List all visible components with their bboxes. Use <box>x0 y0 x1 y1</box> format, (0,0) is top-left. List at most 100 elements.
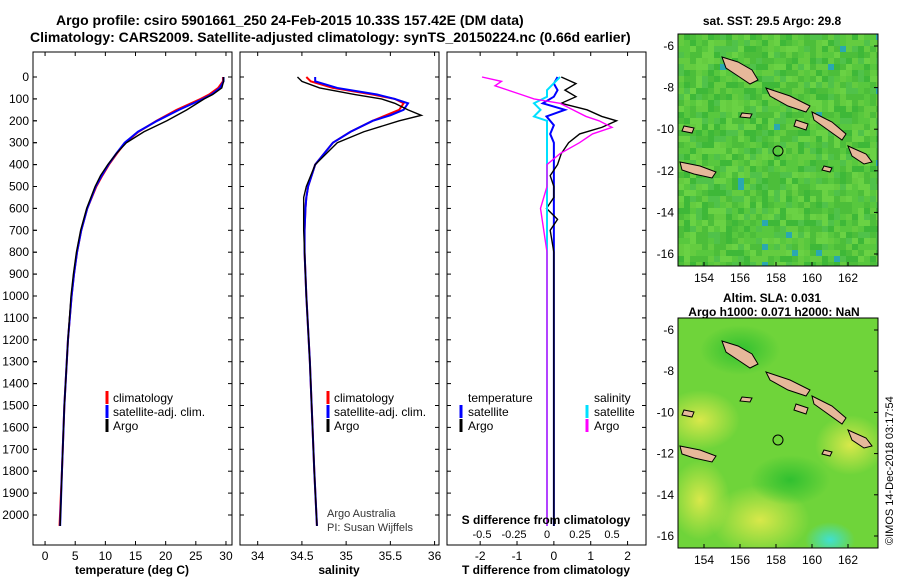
sst-pixel <box>756 88 762 94</box>
sst-pixel <box>870 34 876 40</box>
sst-pixel <box>792 154 798 160</box>
sst-pixel <box>714 214 720 220</box>
argo-position-marker <box>772 145 784 157</box>
sst-pixel <box>678 40 684 46</box>
sst-pixel <box>708 46 714 52</box>
sst-pixel <box>696 208 702 214</box>
sst-pixel <box>762 196 768 202</box>
sst-pixel <box>714 250 720 256</box>
sst-pixel <box>798 148 804 154</box>
sst-pixel <box>858 166 864 172</box>
sst-pixel <box>798 250 804 256</box>
island-shape <box>821 449 833 457</box>
sst-pixel <box>690 238 696 244</box>
sst-pixel <box>798 154 804 160</box>
sst-pixel <box>834 256 840 262</box>
sst-pixel <box>762 142 768 148</box>
sst-pixel <box>732 214 738 220</box>
x-tick-label: 25 <box>189 549 203 563</box>
sst-pixel <box>738 256 744 262</box>
sst-pixel <box>750 208 756 214</box>
sst-pixel <box>780 256 786 262</box>
sst-pixel <box>762 178 768 184</box>
sst-pixel <box>834 136 840 142</box>
sst-pixel <box>840 124 846 130</box>
sst-pixel <box>822 202 828 208</box>
sst-pixel <box>858 172 864 178</box>
sst-pixel <box>852 34 858 40</box>
depth-axis: 0 100 200 300 400 500 600 700 800 900 1000 1100 1200… <box>2 70 37 522</box>
sst-pixel <box>768 238 774 244</box>
sst-pixel <box>744 58 750 64</box>
sst-pixel <box>702 100 708 106</box>
sst-pixel <box>846 106 852 112</box>
legend-satellite: satellite-adj. clim. <box>334 405 426 419</box>
sst-pixel <box>702 184 708 190</box>
sst-pixel <box>714 46 720 52</box>
sst-pixel <box>726 244 732 250</box>
sst-pixel <box>798 226 804 232</box>
sst-pixel <box>792 160 798 166</box>
island-shape <box>679 161 717 179</box>
sst-pixel <box>846 220 852 226</box>
sst-pixel <box>684 130 690 136</box>
sst-pixel <box>786 250 792 256</box>
sst-pixel <box>840 148 846 154</box>
sst-pixel <box>762 130 768 136</box>
sst-pixel <box>804 82 810 88</box>
sst-pixel <box>678 208 684 214</box>
sst-pixel <box>780 52 786 58</box>
sst-pixel <box>744 244 750 250</box>
sst-pixel <box>756 250 762 256</box>
sst-pixel <box>828 256 834 262</box>
sst-pixel <box>822 244 828 250</box>
sst-pixel <box>726 106 732 112</box>
sst-pixel <box>870 262 876 266</box>
sst-pixel <box>864 58 870 64</box>
sst-pixel <box>774 58 780 64</box>
sst-pixel <box>696 250 702 256</box>
sst-pixel <box>726 46 732 52</box>
sst-pixel <box>732 82 738 88</box>
sst-pixel <box>762 58 768 64</box>
sst-pixel <box>876 256 878 262</box>
sst-pixel <box>840 208 846 214</box>
sst-pixel <box>678 136 684 142</box>
sst-pixel <box>822 238 828 244</box>
sst-pixel <box>690 64 696 70</box>
sst-pixel <box>864 148 870 154</box>
sst-pixel <box>804 178 810 184</box>
sst-pixel <box>690 148 696 154</box>
sst-pixel <box>720 208 726 214</box>
sst-pixel <box>780 262 786 266</box>
sst-pixel <box>678 106 684 112</box>
map-lat-label: -14 <box>657 205 675 219</box>
sst-pixel <box>684 34 690 40</box>
sst-pixel <box>720 106 726 112</box>
sst-pixel <box>816 190 822 196</box>
sst-pixel <box>840 196 846 202</box>
x-tick-label: 34.5 <box>290 549 314 563</box>
sst-pixel <box>762 70 768 76</box>
sst-pixel <box>792 232 798 238</box>
sst-pixel <box>708 154 714 160</box>
sst-pixel <box>708 214 714 220</box>
profile-title: Argo profile: csiro 5901661_250 24-Feb-2… <box>56 12 524 28</box>
sst-pixel <box>870 190 876 196</box>
sst-pixel <box>696 88 702 94</box>
sst-pixel <box>804 220 810 226</box>
sst-pixel <box>726 184 732 190</box>
sst-pixel <box>750 130 756 136</box>
sst-pixel <box>810 46 816 52</box>
sst-pixel <box>750 52 756 58</box>
sst-pixel <box>828 238 834 244</box>
sst-pixel <box>822 226 828 232</box>
sst-pixel <box>720 70 726 76</box>
legend-sal-argo: Argo <box>594 419 620 433</box>
sst-pixel <box>762 64 768 70</box>
sst-pixel <box>768 256 774 262</box>
sst-pixel <box>762 148 768 154</box>
sst-pixel <box>696 256 702 262</box>
sst-pixel <box>708 82 714 88</box>
sst-pixel <box>810 34 816 40</box>
